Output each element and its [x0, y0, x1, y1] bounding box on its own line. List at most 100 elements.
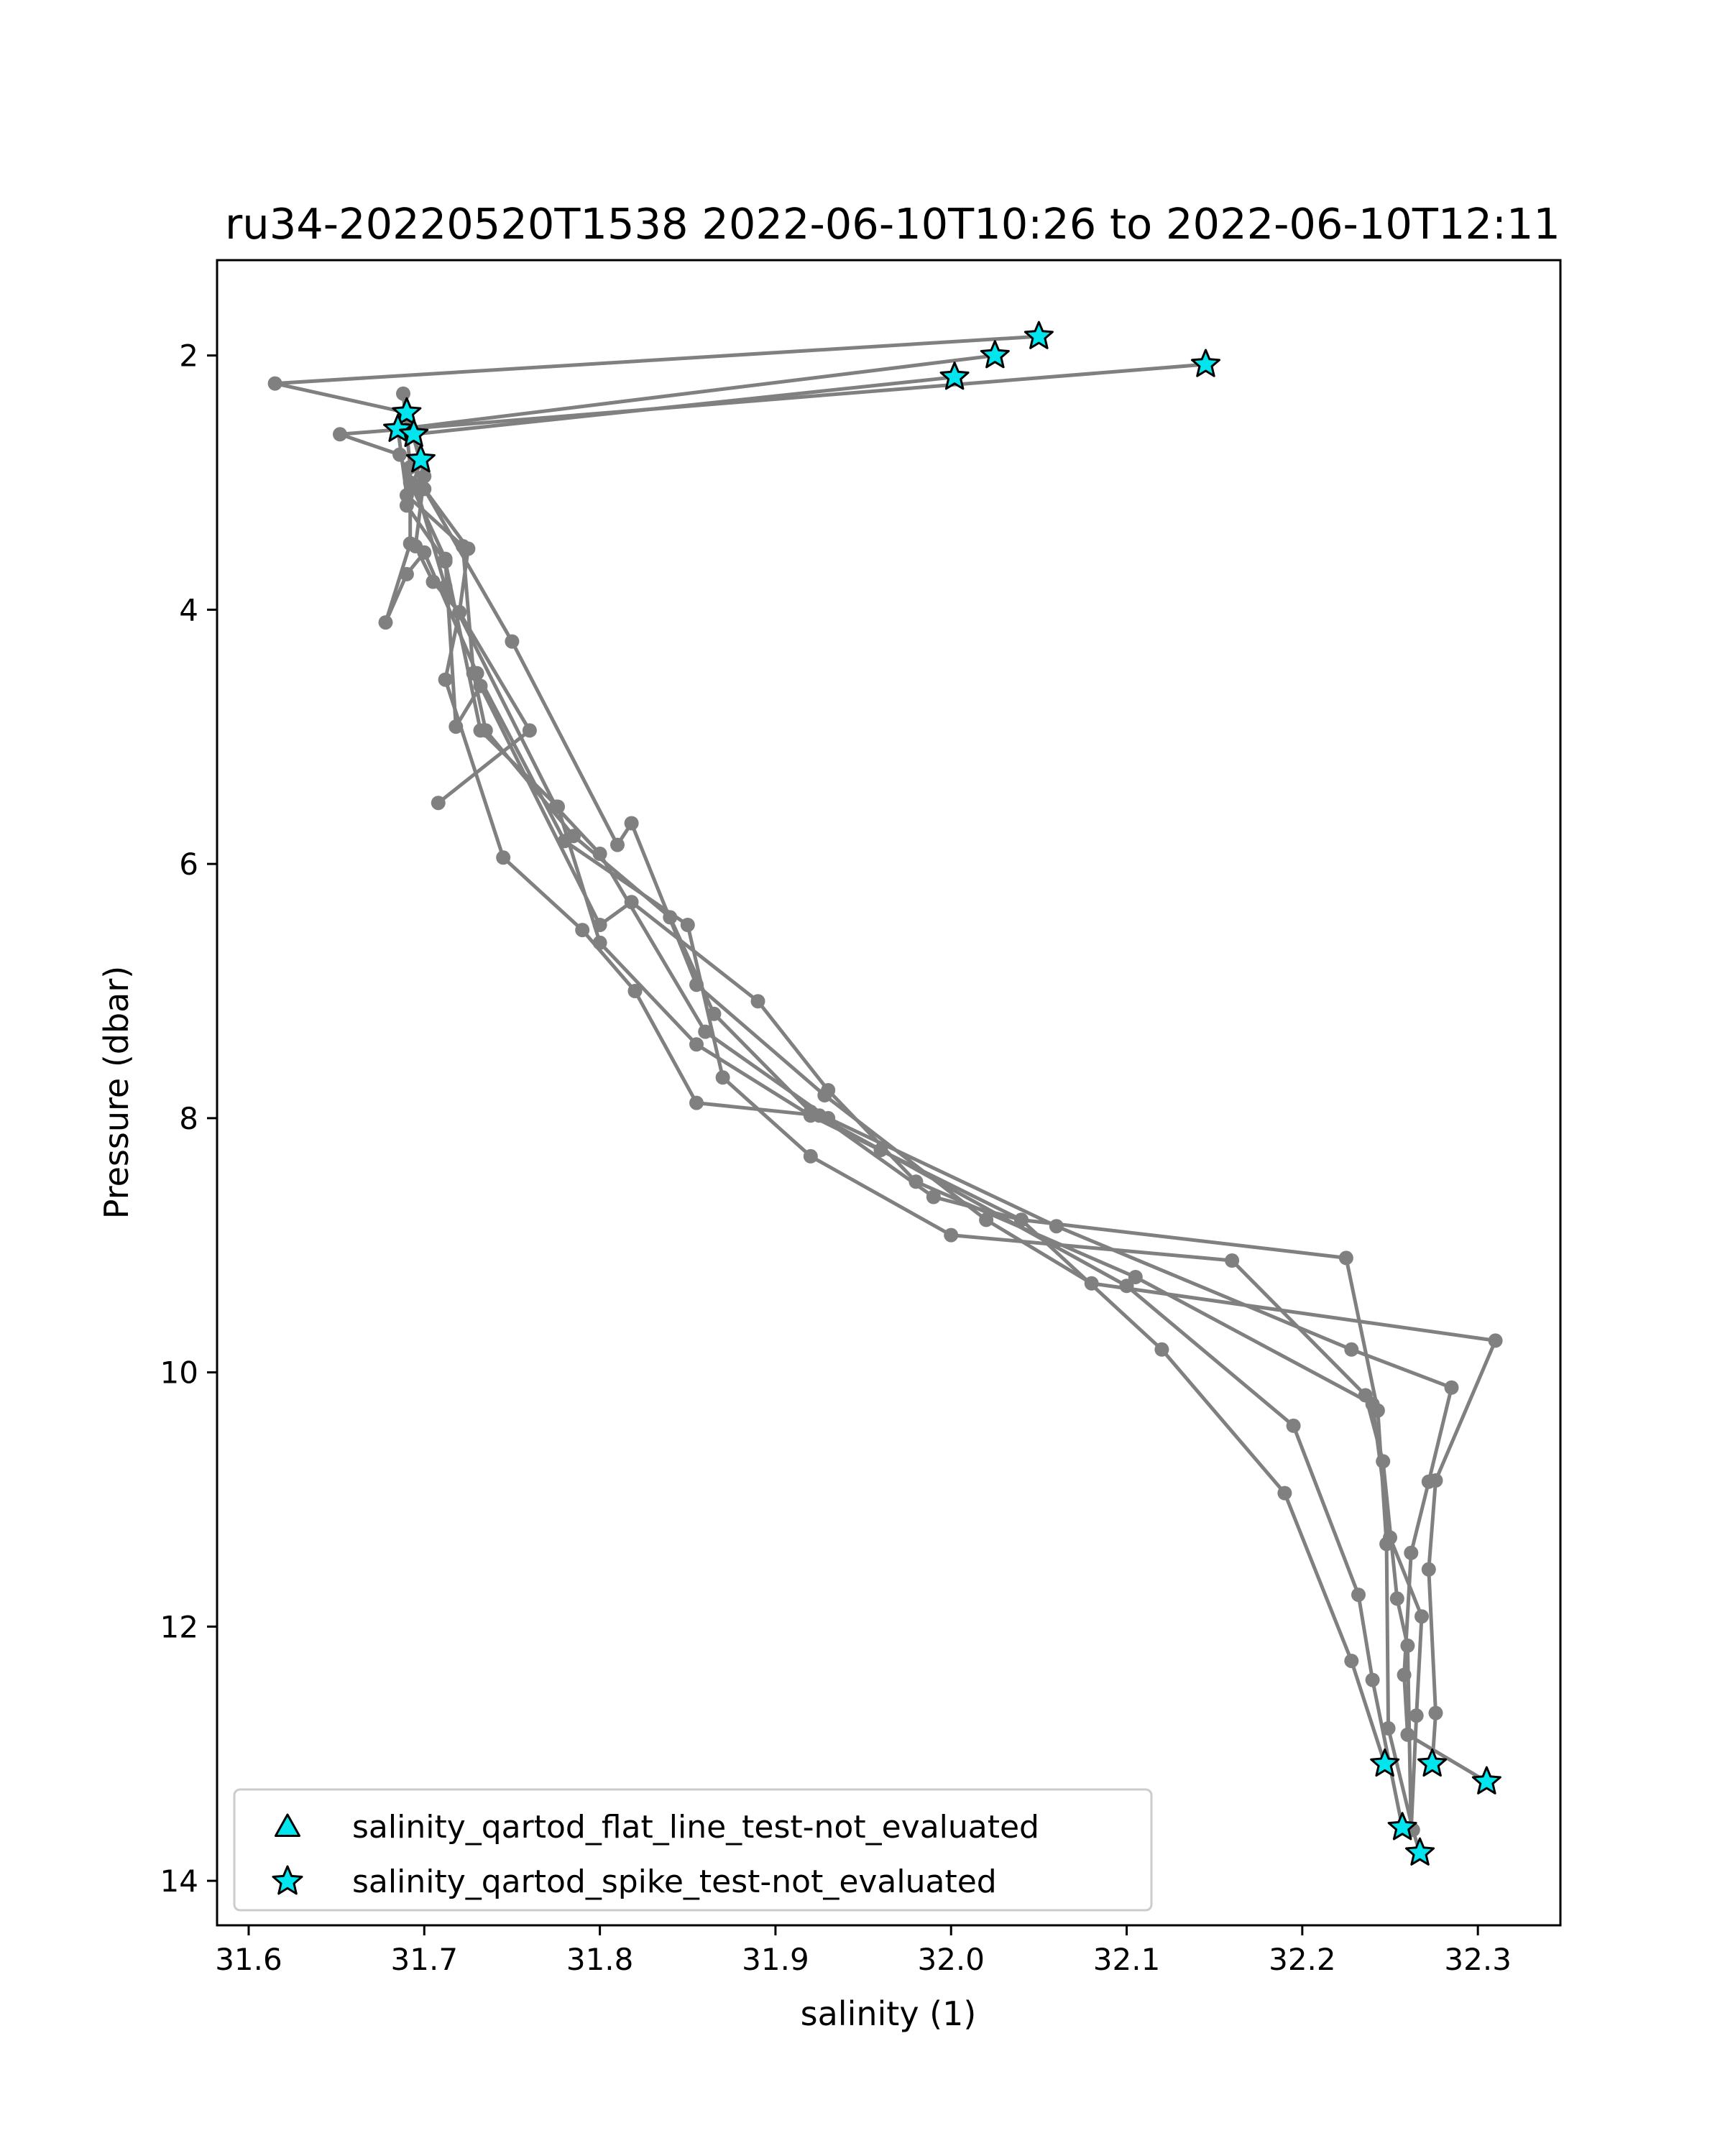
legend-label: salinity_qartod_spike_test-not_evaluated: [352, 1864, 997, 1900]
profile-point: [1365, 1672, 1380, 1687]
profile-point: [461, 541, 476, 556]
profile-point: [548, 799, 564, 814]
spike-test-marker: [399, 418, 429, 447]
spike-test-marker: [1417, 1748, 1448, 1777]
x-tick-label: 32.0: [917, 1942, 985, 1977]
profile-point: [817, 1088, 832, 1102]
spike-test-marker: [405, 444, 436, 473]
profile-point: [979, 1212, 994, 1227]
profile-point: [1409, 1708, 1424, 1723]
profile-point: [689, 1037, 704, 1052]
profile-point: [399, 566, 414, 581]
profile-point: [378, 615, 393, 630]
profile-point: [1397, 1667, 1412, 1682]
profile-point: [698, 1024, 713, 1039]
x-axis: 31.6 31.7 31.8 31.9 32.0 32.1 32.2 32.3: [215, 1925, 1512, 1977]
profile-point: [592, 918, 607, 932]
legend-triangle-icon: [274, 1813, 301, 1837]
y-tick-label: 6: [179, 847, 198, 882]
profile-point: [1128, 1270, 1143, 1284]
y-tick-label: 14: [160, 1864, 198, 1899]
profile-point: [438, 579, 453, 594]
legend-entries: salinity_qartod_flat_line_test-not_evalu…: [272, 1809, 1039, 1900]
profile-point: [1488, 1333, 1503, 1348]
profile-point: [1084, 1276, 1099, 1291]
legend-entry-1: salinity_qartod_flat_line_test-not_evalu…: [274, 1809, 1039, 1846]
profile-series-7: [408, 478, 1494, 1789]
profile-point: [680, 918, 695, 932]
profile-point: [1351, 1588, 1366, 1603]
profile-point: [1286, 1418, 1301, 1433]
profile-series-5: [378, 386, 1419, 1838]
profile-point: [1225, 1253, 1240, 1268]
profile-line: [413, 484, 1488, 1784]
profile-point: [1338, 1250, 1353, 1266]
profile-point: [1049, 1219, 1064, 1234]
x-axis-label: salinity (1): [801, 1994, 977, 2033]
legend: salinity_qartod_flat_line_test-not_evalu…: [233, 1788, 1153, 1912]
profile-point: [1400, 1727, 1415, 1742]
profile-point: [592, 847, 607, 861]
spike-test-marker: [1370, 1748, 1400, 1777]
x-tick-label: 31.8: [566, 1942, 634, 1977]
plot-frame: [216, 259, 1562, 1927]
profile-point: [522, 723, 537, 738]
legend-entry-2: salinity_qartod_spike_test-not_evaluated: [272, 1864, 997, 1900]
profile-point: [438, 672, 453, 687]
profile-point: [267, 376, 282, 391]
profile-point: [448, 719, 464, 734]
spike-test-marker: [980, 340, 1010, 369]
profile-point: [803, 1108, 818, 1123]
profile-point: [408, 478, 423, 493]
spike-test-marker: [1191, 349, 1220, 377]
profile-point: [944, 1227, 959, 1243]
profile-point: [1014, 1212, 1029, 1227]
x-tick-label: 31.9: [742, 1942, 809, 1977]
profile-point: [715, 1070, 730, 1085]
x-tick-label: 31.7: [391, 1942, 459, 1977]
profile-point: [1358, 1388, 1373, 1403]
profile-point: [557, 834, 572, 849]
profile-point: [392, 447, 408, 462]
x-tick-label: 32.1: [1093, 1942, 1161, 1977]
profile-point: [496, 850, 511, 865]
spike-marker-layer: [383, 321, 1501, 1866]
chart-title: ru34-20220520T1538 2022-06-10T10:26 to 2…: [225, 199, 1560, 249]
profile-point: [803, 1148, 818, 1164]
profile-point: [1381, 1720, 1396, 1736]
x-tick-label: 31.6: [215, 1942, 282, 1977]
spike-test-marker: [1024, 321, 1054, 349]
profile-point: [750, 994, 765, 1009]
legend-box: [233, 1788, 1153, 1912]
profile-point: [469, 665, 484, 681]
profile-point: [402, 536, 418, 551]
profile-point: [908, 1174, 924, 1189]
spike-test-marker: [939, 361, 970, 390]
profile-point: [438, 551, 453, 566]
profile-point: [1414, 1609, 1429, 1624]
profile-point: [610, 837, 625, 852]
profile-point: [1404, 1545, 1419, 1560]
profile-point: [689, 1095, 704, 1110]
profile-point: [473, 723, 488, 738]
profile-point: [689, 977, 704, 992]
profile-point: [1428, 1705, 1443, 1720]
x-tick-label: 32.3: [1444, 1942, 1512, 1977]
profile-point: [1277, 1485, 1292, 1501]
profile-point: [627, 984, 643, 998]
profile-point: [624, 816, 639, 831]
profile-point: [417, 469, 432, 484]
legend-star-icon: [272, 1865, 303, 1895]
profile-point: [417, 545, 432, 560]
profile-point: [1344, 1342, 1359, 1357]
profile-point: [1389, 1591, 1404, 1606]
profile-point: [1154, 1342, 1169, 1357]
profile-point: [505, 634, 520, 649]
profile-point: [333, 427, 347, 442]
y-tick-label: 8: [179, 1101, 198, 1136]
profile-point: [926, 1189, 941, 1204]
spike-test-marker: [1387, 1812, 1417, 1841]
y-tick-label: 2: [179, 338, 198, 374]
y-tick-label: 12: [160, 1609, 198, 1644]
spike-test-marker: [1405, 1837, 1435, 1866]
